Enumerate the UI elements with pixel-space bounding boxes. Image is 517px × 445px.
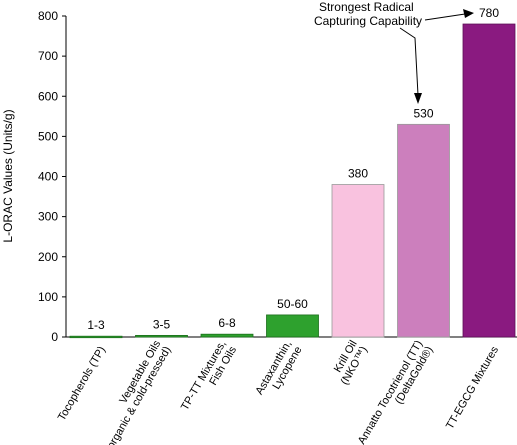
annotation: Strongest Radical Capturing Capability [314,0,474,104]
bar [69,335,123,339]
category-label-line: Tocopherols (TP) [56,345,108,424]
data-labels: 1-3 3-5 6-8 50-60 380 530 780 [87,6,499,332]
data-label: 6-8 [218,316,236,330]
annotation-arrowhead-annatto [414,93,422,104]
y-ticks: 0 100 200 300 400 500 600 700 800 [38,9,66,344]
bar [135,334,188,338]
category-label: TT-EGCG Mixtures [444,344,501,431]
bar [200,333,254,338]
data-label: 530 [413,106,433,120]
y-tick-label: 800 [38,9,58,23]
bar [462,23,516,338]
annotation-arrow-to-annatto [399,27,419,96]
y-tick-label: 300 [38,210,58,224]
category-label: Krill Oil(NKO™) [328,339,370,388]
annotation-line-1: Strongest Radical [319,0,414,14]
y-tick-label: 100 [38,290,58,304]
y-tick-label: 600 [38,89,58,103]
annotation-arrow-to-egcg [424,13,466,21]
bar [266,314,319,338]
y-tick-label: 0 [51,330,58,344]
category-label-line: (organic & cold-pressed) [103,345,173,445]
category-labels: Tocopherols (TP) Vegetable Oils(organic &… [56,338,502,445]
data-label: 380 [348,167,368,181]
bars [69,23,516,339]
category-label: TP-TT Mixtures,Fish Oils [179,338,239,419]
y-tick-label: 500 [38,129,58,143]
data-label: 780 [479,6,499,20]
data-label: 3-5 [153,317,171,331]
bar [397,123,450,338]
category-label: Annatto Tocotrienol (TT)(DeltaGold®) [356,339,436,445]
y-tick-label: 200 [38,250,58,264]
category-label: Astaxanthin,Lycopene [254,339,305,403]
data-label: 1-3 [87,318,105,332]
annotation-line-2: Capturing Capability [314,14,422,28]
annotation-arrowhead-egcg [463,9,474,18]
data-label: 50-60 [277,297,308,311]
category-label-line: TT-EGCG Mixtures [444,344,501,431]
category-label: Tocopherols (TP) [56,345,108,424]
y-tick-label: 400 [38,170,58,184]
bar [331,184,385,338]
y-axis: 0 100 200 300 400 500 600 700 800 [38,9,67,344]
annotation-text: Strongest Radical Capturing Capability [314,0,422,28]
y-axis-title: L-ORAC Values (Units/g) [1,109,15,242]
y-tick-label: 700 [38,49,58,63]
